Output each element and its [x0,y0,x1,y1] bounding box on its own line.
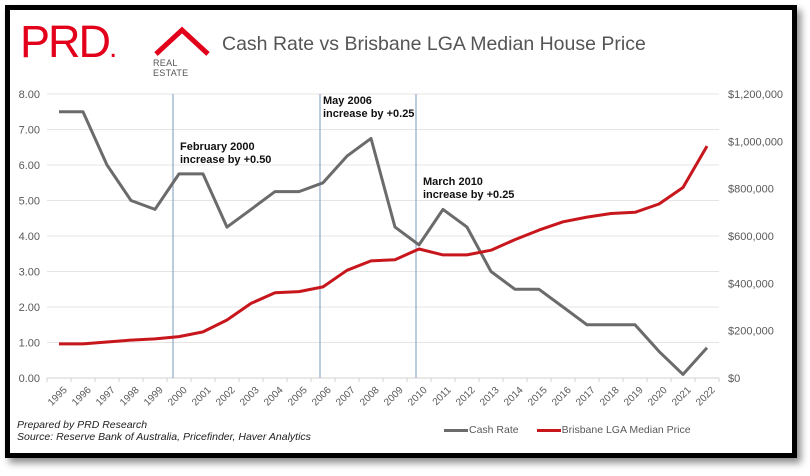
x-tick-label: 2013 [478,385,502,409]
x-tick-label: 2006 [310,385,334,409]
x-tick-label: 2004 [262,385,286,409]
y2-tick-label: $200,000 [728,326,774,338]
x-tick-label: 2002 [214,385,238,409]
chart-title: Cash Rate vs Brisbane LGA Median House P… [222,33,646,55]
x-tick-label: 2017 [574,385,598,409]
y-tick-label: 7.00 [19,125,40,137]
legend-item-median-price: Brisbane LGA Median Price [536,424,691,436]
y2-tick-label: $1,200,000 [728,89,783,101]
y2-tick-label: $1,000,000 [728,136,783,148]
y2-tick-label: $0 [728,373,740,385]
source-note: Source: Reserve Bank of Australia, Price… [17,431,311,443]
y-tick-label: 6.00 [19,160,40,172]
y-tick-label: 4.00 [19,231,40,243]
x-tick-label: 1996 [70,385,94,409]
legend-label-cash-rate: Cash Rate [469,424,519,436]
annotation-detail: increase by +0.25 [323,108,414,120]
x-tick-label: 2011 [431,385,454,408]
x-tick-label: 2007 [334,385,358,409]
y-tick-label: 5.00 [19,196,40,208]
x-tick-label: 2008 [358,385,382,409]
y-tick-label: 1.00 [19,338,40,350]
x-tick-label: 2001 [190,385,214,409]
annotation-detail: increase by +0.25 [423,189,514,201]
x-tick-label: 2020 [646,385,670,409]
x-tick-label: 2018 [598,385,622,409]
x-tick-label: 2012 [454,385,478,409]
y-tick-label: 0.00 [19,373,40,385]
chart-legend: Cash Rate Brisbane LGA Median Price [444,424,709,436]
logo-brand-text: PRD. [20,16,117,67]
x-tick-label: 2010 [406,385,430,409]
legend-item-cash-rate: Cash Rate [444,424,519,436]
chart-footer: Prepared by PRD Research Source: Reserve… [17,419,311,443]
series-line-median-price [59,145,709,346]
house-roof-icon [154,26,210,56]
x-tick-label: 2003 [238,385,262,409]
annotation-title: March 2010 [423,176,483,188]
x-tick-label: 2015 [526,385,550,409]
y2-tick-label: $600,000 [728,231,774,243]
x-tick-label: 2021 [670,385,694,409]
annotation-title: May 2006 [323,95,372,107]
y2-tick-label: $800,000 [728,184,774,196]
y-tick-label: 3.00 [19,267,40,279]
x-tick-label: 1999 [142,385,166,409]
y-tick-label: 2.00 [19,302,40,314]
prd-logo: PRD. REAL ESTATE [20,16,210,78]
logo-subtitle: REAL ESTATE [153,58,189,78]
x-tick-label: 2022 [694,385,718,409]
annotation-detail: increase by +0.50 [180,154,271,166]
prepared-by-note: Prepared by PRD Research [17,419,148,431]
x-tick-label: 2009 [382,385,406,409]
y2-tick-label: $400,000 [728,278,774,290]
y-tick-label: 8.00 [19,89,40,101]
x-tick-label: 2019 [622,385,646,409]
x-tick-label: 2005 [286,385,310,409]
x-tick-label: 1998 [118,385,142,409]
series-line-cash-rate [59,110,709,376]
x-tick-label: 2000 [166,385,190,409]
legend-label-median-price: Brisbane LGA Median Price [561,424,691,436]
legend-swatch-cash-rate [444,428,468,432]
x-tick-label: 2014 [502,385,526,409]
x-tick-label: 2016 [550,385,574,409]
x-tick-label: 1997 [94,385,118,409]
annotation-title: February 2000 [180,141,255,153]
x-tick-label: 1995 [46,385,70,409]
legend-swatch-median-price [536,428,561,432]
